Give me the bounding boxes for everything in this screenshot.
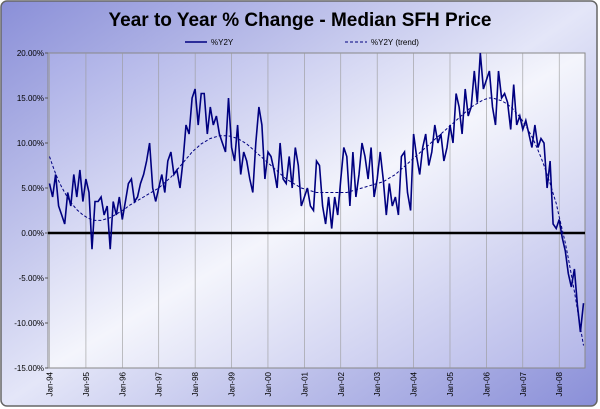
x-tick-label: Jan-07: [519, 371, 528, 396]
y-tick-label: -10.00%: [14, 319, 44, 328]
x-tick-label: Jan-02: [337, 371, 346, 396]
x-tick-label: Jan-95: [82, 371, 91, 396]
x-tick-label: Jan-00: [264, 371, 273, 396]
x-tick-label: Jan-98: [191, 371, 200, 396]
x-tick-label: Jan-06: [482, 371, 491, 396]
x-tick-label: Jan-94: [46, 371, 55, 396]
data-line: [48, 52, 585, 333]
y-tick-label: -5.00%: [19, 274, 44, 283]
y-tick-label: 15.00%: [17, 94, 44, 103]
x-tick-label: Jan-97: [155, 371, 164, 396]
x-tick-label: Jan-08: [555, 371, 564, 396]
y-tick-label: 5.00%: [21, 184, 44, 193]
y-tick-label: 10.00%: [17, 139, 44, 148]
x-tick-label: Jan-03: [373, 371, 382, 396]
y-tick-label: 20.00%: [17, 49, 44, 58]
x-tick-label: Jan-01: [300, 371, 309, 396]
y-tick-label: -15.00%: [14, 364, 44, 373]
data-line: [49, 97, 584, 346]
x-tick-label: Jan-04: [410, 371, 419, 396]
y-tick-label: 0.00%: [21, 229, 44, 238]
x-tick-label: Jan-05: [446, 371, 455, 396]
legend-label: %Y2Y: [211, 38, 234, 47]
chart-title: Year to Year % Change - Median SFH Price: [109, 10, 492, 31]
plot-area: [47, 52, 586, 369]
x-tick-label: Jan-99: [228, 371, 237, 396]
x-tick-label: Jan-96: [118, 371, 127, 396]
legend-label: %Y2Y (trend): [371, 38, 419, 47]
